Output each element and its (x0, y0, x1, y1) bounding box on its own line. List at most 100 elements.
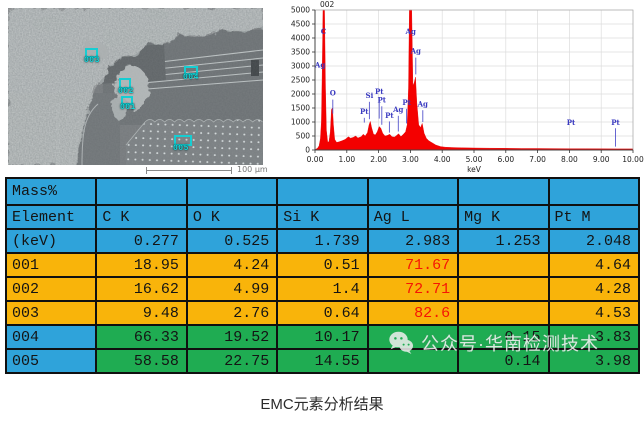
svg-text:3000: 3000 (291, 62, 310, 71)
svg-text:Pt: Pt (378, 95, 387, 104)
table-row-kev: (keV) 0.277 0.525 1.739 2.983 1.253 2.048 (4, 228, 641, 254)
mass-value-cell: 10.17 (276, 324, 369, 350)
svg-text:4000: 4000 (291, 34, 310, 43)
mass-value-cell (457, 252, 550, 278)
sem-region-label: 001 (120, 103, 136, 112)
sem-region-marker-003: 003 (84, 48, 99, 65)
svg-text:1500: 1500 (291, 104, 310, 113)
table-row-001: 001 18.95 4.24 0.51 71.67 4.64 (4, 252, 641, 278)
mass-value-cell: 82.6 (366, 300, 460, 326)
table-row-mass: Mass% (4, 177, 641, 206)
table-row-003: 003 9.48 2.76 0.64 82.6 4.53 (4, 300, 641, 326)
kev-value-cell: 0.525 (185, 228, 279, 254)
svg-text:0: 0 (305, 146, 310, 155)
kev-value-cell: 0.277 (95, 228, 188, 254)
svg-text:Pt: Pt (402, 98, 411, 107)
svg-text:4.00: 4.00 (434, 155, 451, 164)
sem-region-label: 002 (118, 87, 134, 96)
mass-value-cell: 1.4 (276, 276, 369, 302)
mass-value-cell: 0.14 (457, 348, 550, 374)
empty-header-cell (547, 177, 641, 206)
mass-value-cell (457, 300, 550, 326)
svg-text:500: 500 (296, 132, 311, 141)
x-tick-labels: 0.00 1.00 2.00 3.00 4.00 5.00 6.00 7.00 8.00 9.00… (307, 150, 644, 164)
sem-region-label: 005 (173, 144, 189, 153)
svg-text:6.00: 6.00 (497, 155, 514, 164)
mass-value-cell: 18.95 (95, 252, 188, 278)
mass-value-cell: 19.52 (185, 324, 279, 350)
mass-value-cell: 22.75 (185, 348, 279, 374)
sem-region-marker-005: 005 (173, 135, 192, 153)
svg-text:3500: 3500 (291, 48, 310, 57)
mass-value-cell: 4.28 (547, 276, 641, 302)
empty-header-cell (185, 177, 279, 206)
svg-text:Pt: Pt (611, 118, 620, 127)
column-header-cell: O K (185, 204, 279, 230)
svg-text:Ag: Ag (405, 27, 416, 36)
svg-text:C: C (321, 27, 327, 36)
mass-value-cell: 14.55 (276, 348, 369, 374)
svg-text:5000: 5000 (291, 6, 310, 15)
svg-text:Pt: Pt (360, 107, 369, 116)
mass-value-cell: 58.58 (95, 348, 188, 374)
svg-text:1000: 1000 (291, 118, 310, 127)
mass-value-cell: 4.24 (185, 252, 279, 278)
svg-text:4500: 4500 (291, 20, 310, 29)
y-tick-labels: 0 500 1000 1500 2000 2500 3000 3500 4000 4500 5000 (291, 6, 315, 155)
mass-value-cell: 3.83 (547, 324, 641, 350)
kev-value-cell: 2.048 (547, 228, 641, 254)
figure-caption: EMC元素分析结果 (260, 396, 384, 413)
table-row-005: 005 58.58 22.75 14.55 0.14 3.98 (4, 348, 641, 374)
empty-header-cell (366, 177, 460, 206)
scale-bar-label: 100 μm (237, 165, 268, 174)
mass-value-cell: 4.99 (185, 276, 279, 302)
svg-text:2.00: 2.00 (370, 155, 387, 164)
scale-bar-line (146, 167, 232, 174)
svg-text:Ag: Ag (392, 105, 403, 114)
svg-text:1.00: 1.00 (338, 155, 355, 164)
column-header-cell: C K (95, 204, 188, 230)
svg-text:Ag: Ag (410, 46, 421, 55)
empty-header-cell (457, 177, 550, 206)
region-label-cell: 003 (4, 300, 98, 326)
svg-text:7.00: 7.00 (529, 155, 546, 164)
sem-region-marker-002: 002 (118, 78, 133, 96)
empty-header-cell (95, 177, 188, 206)
svg-text:Ag: Ag (314, 60, 325, 69)
region-label-cell: 002 (4, 276, 98, 302)
sem-region-marker-004: 004 (183, 66, 198, 82)
column-header-cell: Mg K (457, 204, 550, 230)
kev-value-cell: 2.983 (366, 228, 460, 254)
mass-value-cell: 3.98 (547, 348, 641, 374)
mass-value-cell: 4.64 (547, 252, 641, 278)
svg-text:Pt: Pt (385, 111, 394, 120)
column-header-cell: Si K (276, 204, 369, 230)
mass-value-cell: 2.76 (185, 300, 279, 326)
mass-value-cell: 0.15 (457, 324, 550, 350)
gridlines (314, 9, 634, 151)
mass-value-cell: 4.53 (547, 300, 641, 326)
svg-text:5.00: 5.00 (466, 155, 483, 164)
mass-value-cell: 0.64 (276, 300, 369, 326)
svg-text:3.00: 3.00 (402, 155, 419, 164)
mass-value-cell: 9.48 (95, 300, 188, 326)
spectrum-area (314, 9, 634, 151)
table-row-002: 002 16.62 4.99 1.4 72.71 4.28 (4, 276, 641, 302)
svg-text:Ag: Ag (417, 100, 428, 109)
kev-value-cell: 1.253 (457, 228, 550, 254)
kev-label-cell: (keV) (4, 228, 98, 254)
x-axis-label: keV (467, 165, 482, 174)
scale-bar: 100 μm (146, 165, 276, 176)
svg-text:10.00: 10.00 (622, 155, 644, 164)
eds-spectrum-chart: 0 500 1000 1500 2000 2500 3000 3500 4000 4500 5000… (283, 0, 644, 174)
svg-text:9.00: 9.00 (593, 155, 610, 164)
svg-text:O: O (330, 88, 336, 97)
mass-value-cell: 0.51 (276, 252, 369, 278)
region-label-cell: 001 (4, 252, 98, 278)
region-label-cell: 004 (4, 324, 98, 350)
svg-text:2500: 2500 (291, 76, 310, 85)
sem-region-label: 003 (84, 56, 100, 65)
svg-text:Si: Si (366, 91, 374, 100)
